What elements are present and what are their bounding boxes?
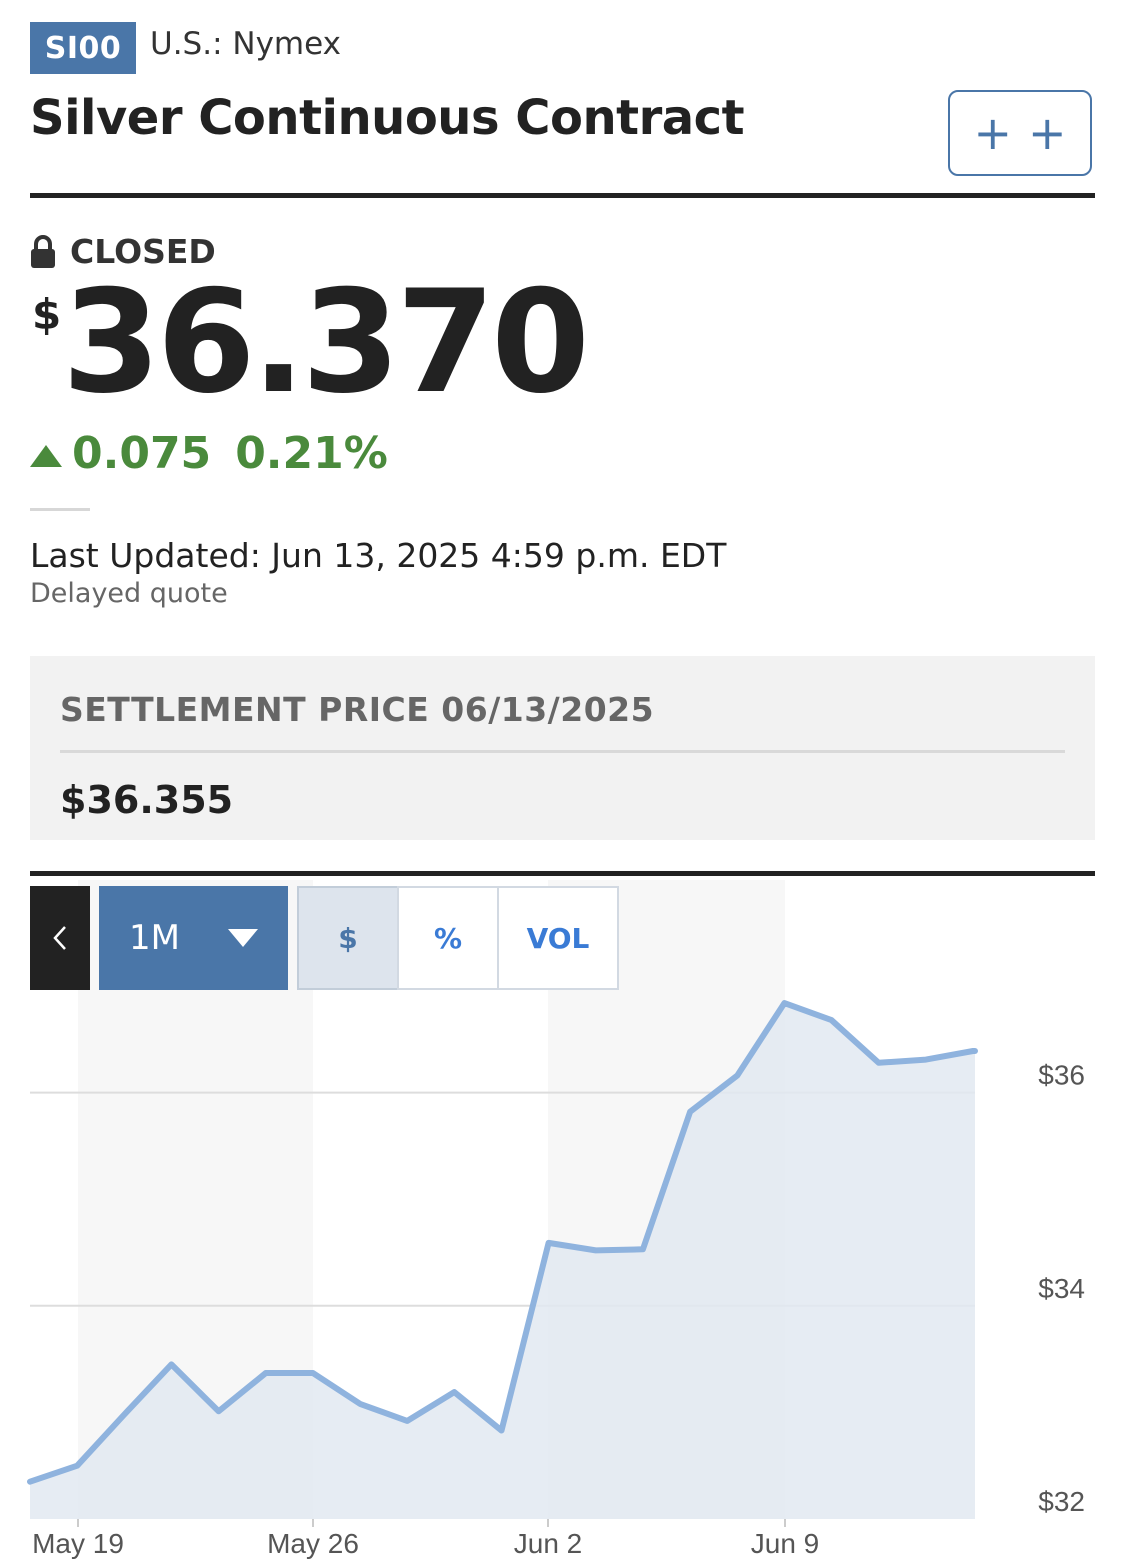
last-updated: Last Updated: Jun 13, 2025 4:59 p.m. EDT: [30, 536, 727, 575]
exchange-label: U.S.: Nymex: [150, 26, 341, 62]
back-button[interactable]: [30, 886, 90, 990]
data-point: [876, 1060, 882, 1066]
x-tick-label: May 26: [267, 1528, 359, 1559]
data-point: [357, 1401, 363, 1407]
divider: [30, 508, 90, 511]
last-price: 36.370: [62, 260, 590, 425]
settlement-value: $36.355: [60, 778, 234, 822]
data-point: [923, 1057, 929, 1063]
data-point: [546, 1240, 552, 1246]
caret-down-icon: [228, 929, 258, 947]
price-change: 0.075 0.21%: [30, 428, 388, 479]
data-point: [499, 1428, 505, 1434]
data-point: [829, 1017, 835, 1023]
data-point: [310, 1370, 316, 1376]
toggle-dollar[interactable]: $: [297, 886, 399, 990]
x-tick-label: Jun 2: [514, 1528, 583, 1559]
chevron-left-icon: [53, 926, 66, 950]
chart-mode-toggle: $ % VOL: [297, 886, 619, 990]
plus-icon: +: [973, 106, 1012, 160]
currency-symbol: $: [32, 290, 62, 339]
plus-icon: +: [1028, 106, 1067, 160]
data-point: [404, 1418, 410, 1424]
y-tick-label: $34: [1038, 1273, 1085, 1304]
header-divider: [30, 193, 1095, 198]
market-status: CLOSED: [30, 232, 216, 271]
data-point: [263, 1370, 269, 1376]
lock-icon: [31, 234, 55, 268]
page-title: Silver Continuous Contract: [30, 90, 745, 146]
chart-divider: [30, 871, 1095, 876]
data-point: [216, 1408, 222, 1414]
up-arrow-icon: [30, 444, 62, 467]
data-point: [74, 1463, 80, 1469]
delayed-quote-note: Delayed quote: [30, 578, 228, 609]
settlement-panel: [30, 656, 1095, 840]
data-point: [781, 1000, 787, 1006]
series-line: [27, 1000, 978, 1485]
data-point: [970, 1048, 976, 1054]
y-tick-label: $36: [1038, 1060, 1085, 1091]
time-range-label: 1M: [129, 918, 180, 958]
series-area: [30, 1003, 975, 1519]
data-point: [640, 1246, 646, 1252]
market-status-label: CLOSED: [70, 232, 216, 271]
toggle-volume[interactable]: VOL: [497, 886, 619, 990]
time-range-dropdown[interactable]: 1M: [99, 886, 288, 990]
add-to-watchlist-button[interactable]: + +: [948, 90, 1092, 176]
data-point: [734, 1073, 740, 1079]
change-percent: 0.21%: [235, 428, 388, 479]
data-point: [121, 1412, 127, 1418]
y-tick-label: $32: [1038, 1486, 1085, 1517]
data-point: [593, 1247, 599, 1253]
toggle-percent[interactable]: %: [397, 886, 499, 990]
data-point: [451, 1389, 457, 1395]
x-tick-label: Jun 9: [751, 1528, 820, 1559]
data-point: [687, 1109, 693, 1115]
data-point: [27, 1479, 33, 1485]
x-tick-label: May 19: [32, 1528, 124, 1559]
data-point: [168, 1361, 174, 1367]
ticker-badge[interactable]: SI00: [30, 22, 136, 74]
settlement-divider: [60, 750, 1065, 753]
change-value: 0.075: [72, 428, 212, 479]
settlement-label: SETTLEMENT PRICE 06/13/2025: [60, 690, 655, 729]
